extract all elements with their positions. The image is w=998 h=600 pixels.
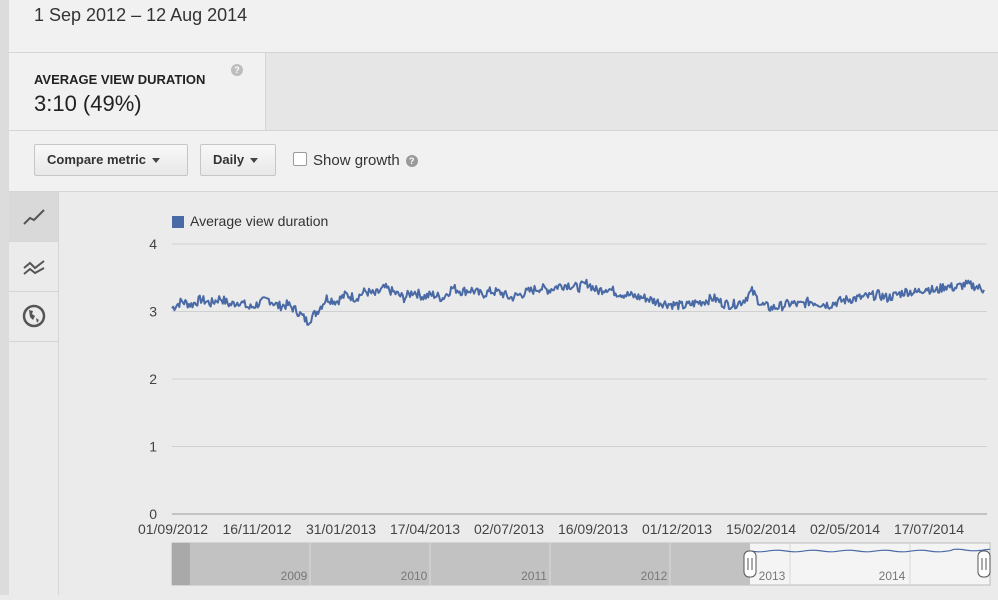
- globe-icon: [22, 304, 46, 328]
- x-tick-label: 02/05/2014: [810, 521, 880, 537]
- x-tick-label: 17/04/2013: [390, 521, 460, 537]
- legend-swatch: [172, 216, 184, 228]
- range-start-handle[interactable]: [743, 550, 757, 578]
- compare-metric-label: Compare metric: [47, 152, 146, 167]
- y-tick-label: 2: [149, 371, 157, 387]
- left-edge: [0, 0, 9, 595]
- chart-type-tabs: [9, 192, 59, 595]
- navigator-year-label: 2013: [759, 569, 786, 583]
- range-navigator[interactable]: 2009 2010 2011 2012 2013 2014: [171, 542, 991, 586]
- line-chart-icon: [23, 209, 45, 225]
- metric-row: AVERAGE VIEW DURATION ? 3:10 (49%): [9, 53, 998, 131]
- series-line: [171, 278, 985, 326]
- interval-dropdown[interactable]: Daily: [200, 144, 276, 176]
- x-tick-label: 01/09/2012: [138, 521, 208, 537]
- navigator-year-label: 2011: [521, 569, 547, 583]
- date-range[interactable]: 1 Sep 2012 – 12 Aug 2014: [34, 5, 248, 25]
- line-chart[interactable]: Average view duration 0 1 2 3 4 01/09/2012 16…: [59, 192, 998, 595]
- toolbar: Compare metric Daily Show growth?: [9, 131, 998, 192]
- tab-map[interactable]: [9, 292, 58, 342]
- navigator-year-label: 2014: [879, 569, 906, 583]
- interval-label: Daily: [213, 152, 245, 167]
- range-end-handle[interactable]: [977, 550, 991, 578]
- y-tick-label: 3: [149, 304, 157, 320]
- tab-line-chart[interactable]: [9, 192, 58, 242]
- y-tick-label: 4: [149, 236, 157, 252]
- y-tick-label: 1: [149, 439, 157, 455]
- chevron-down-icon: [151, 158, 160, 164]
- x-tick-label: 16/11/2012: [222, 521, 291, 537]
- y-tick-label: 0: [149, 506, 157, 522]
- metric-title: AVERAGE VIEW DURATION: [34, 72, 206, 87]
- legend-label: Average view duration: [190, 213, 328, 229]
- navigator-unselected-range: [172, 543, 750, 585]
- show-growth-label: Show growth: [313, 152, 400, 169]
- x-tick-label: 15/02/2014: [726, 521, 796, 537]
- x-tick-label: 17/07/2014: [894, 521, 964, 537]
- chevron-down-icon: [250, 158, 259, 164]
- tab-multi-line-chart[interactable]: [9, 242, 58, 292]
- compare-metric-button[interactable]: Compare metric: [34, 144, 188, 176]
- metric-value: 3:10 (49%): [34, 91, 142, 116]
- help-icon[interactable]: ?: [231, 64, 243, 76]
- multi-line-chart-icon: [23, 260, 45, 275]
- show-growth-toggle[interactable]: Show growth?: [293, 152, 418, 169]
- help-icon[interactable]: ?: [405, 155, 418, 167]
- navigator-mini-line: [749, 548, 991, 553]
- x-tick-label: 16/09/2013: [558, 521, 628, 537]
- navigator-year-label: 2010: [401, 569, 428, 583]
- chart-area: Average view duration 0 1 2 3 4 01/09/2012 16…: [59, 192, 998, 595]
- show-growth-checkbox[interactable]: [293, 152, 307, 166]
- navigator-year-label: 2012: [641, 569, 668, 583]
- x-tick-label: 31/01/2013: [306, 521, 376, 537]
- header: 1 Sep 2012 – 12 Aug 2014: [9, 0, 998, 53]
- x-tick-label: 02/07/2013: [474, 521, 544, 537]
- navigator-year-label: 2009: [281, 569, 308, 583]
- metric-card[interactable]: AVERAGE VIEW DURATION ? 3:10 (49%): [9, 53, 266, 130]
- navigator-edge: [172, 543, 190, 585]
- x-tick-label: 01/12/2013: [642, 521, 712, 537]
